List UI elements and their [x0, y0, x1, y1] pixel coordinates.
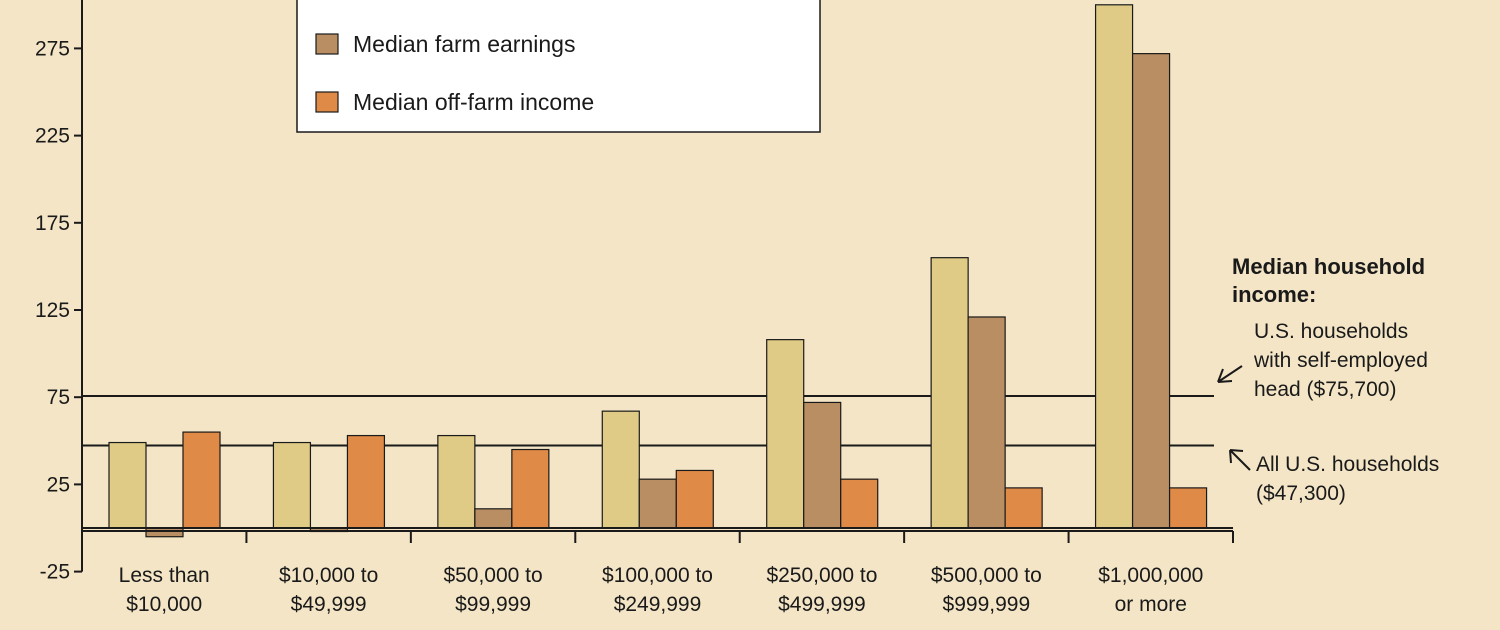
x-axis: Less than $10,000 $10,000 to $49,999 $50,000… — [82, 527, 1234, 616]
x-category-label-line: Less than — [119, 564, 210, 587]
bar — [601, 410, 640, 529]
bar — [272, 441, 312, 529]
x-category-label-line: $250,000 to — [766, 564, 877, 587]
y-tick-label: 25 — [47, 473, 70, 496]
bar — [803, 401, 842, 529]
reference-title-line: income: — [1232, 282, 1316, 307]
x-category-label-line: $50,000 to — [443, 564, 542, 587]
bar — [108, 441, 147, 529]
reference-annotations: Median household income: U.S. households wi… — [1217, 254, 1439, 505]
bar — [675, 469, 714, 529]
legend-swatch — [315, 91, 339, 113]
arrow-icon — [1217, 365, 1243, 383]
bar — [930, 257, 969, 529]
y-tick-label: 225 — [35, 125, 70, 148]
reference-lines — [82, 394, 1214, 447]
x-category-label-line: or more — [1115, 593, 1187, 616]
reference-label-line: with self-employed — [1253, 349, 1428, 372]
bar — [346, 434, 386, 529]
bar — [182, 431, 221, 529]
reference-title-line: Median household — [1232, 254, 1425, 279]
legend-label: Median farm earnings — [353, 31, 575, 57]
x-category-label-line: $999,999 — [943, 593, 1031, 616]
x-category-label-line: $99,999 — [455, 593, 531, 616]
legend-swatch — [315, 33, 339, 55]
bars — [108, 4, 1208, 538]
x-category-label-line: $10,000 to — [279, 564, 378, 587]
x-category-label: $10,000 to $49,999 — [279, 564, 378, 616]
arrow-icon — [1229, 449, 1251, 471]
x-category-label: $250,000 to $499,999 — [766, 564, 877, 616]
bar — [511, 448, 550, 529]
legend: Median farm earnings Median off-farm inco… — [296, 0, 821, 133]
bar — [437, 434, 476, 529]
bar — [967, 316, 1006, 529]
bar — [1094, 4, 1134, 529]
x-category-label-line: $49,999 — [291, 593, 367, 616]
bar — [474, 508, 513, 529]
x-category-label-line: $249,999 — [614, 593, 702, 616]
legend-label: Median off-farm income — [353, 89, 594, 115]
reference-label-line: All U.S. households — [1256, 453, 1439, 476]
reference-label-line: ($47,300) — [1256, 482, 1346, 505]
x-category-label-line: $500,000 to — [931, 564, 1042, 587]
bar — [1168, 487, 1208, 529]
x-category-label: $1,000,000 or more — [1098, 564, 1203, 616]
x-category-label: $50,000 to $99,999 — [443, 564, 542, 616]
y-tick-label: 75 — [47, 386, 70, 409]
y-tick-label: 125 — [35, 299, 70, 322]
y-tick-label: 275 — [35, 37, 70, 60]
bar — [1131, 53, 1171, 529]
legend-box — [296, 0, 821, 133]
x-category-label-line: $10,000 — [126, 593, 202, 616]
y-tick-label: -25 — [40, 561, 70, 584]
reference-label: U.S. households with self-employed head ($… — [1253, 320, 1428, 401]
x-category-label-line: $100,000 to — [602, 564, 713, 587]
reference-label-line: U.S. households — [1254, 320, 1408, 343]
x-category-label-line: $499,999 — [778, 593, 866, 616]
x-category-label: $100,000 to $249,999 — [602, 564, 713, 616]
x-category-label: $500,000 to $999,999 — [931, 564, 1042, 616]
bar — [145, 527, 184, 538]
y-axis: -25 25 75 125 175 225 275 — [35, 0, 83, 584]
bar — [766, 339, 805, 529]
y-tick-label: 175 — [35, 212, 70, 235]
reference-label: All U.S. households ($47,300) — [1256, 453, 1439, 505]
reference-label-line: head ($75,700) — [1254, 378, 1396, 401]
x-category-label: Less than $10,000 — [119, 564, 210, 616]
bar — [638, 478, 677, 529]
reference-title: Median household income: — [1232, 254, 1425, 307]
x-category-label-line: $1,000,000 — [1098, 564, 1203, 587]
bar — [840, 478, 879, 529]
bar — [1004, 487, 1043, 529]
